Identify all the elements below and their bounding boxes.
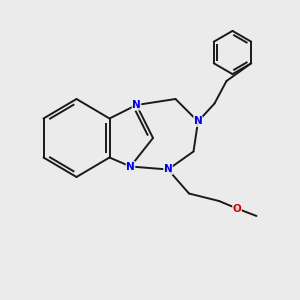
Text: N: N xyxy=(194,116,202,127)
Text: O: O xyxy=(232,203,242,214)
Text: N: N xyxy=(132,100,141,110)
Text: N: N xyxy=(164,164,172,175)
Text: N: N xyxy=(126,161,135,172)
